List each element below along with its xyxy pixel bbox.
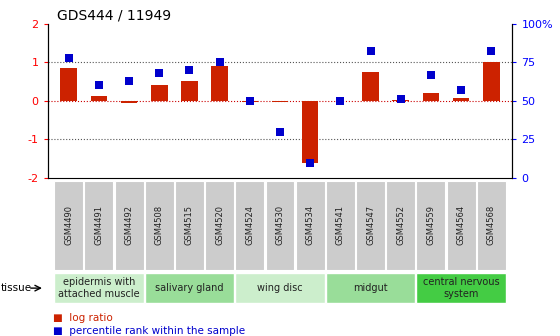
Bar	[91, 96, 107, 101]
Point	[336, 98, 345, 103]
Text: wing disc: wing disc	[257, 283, 303, 293]
Bar	[181, 82, 198, 101]
Bar	[54, 181, 83, 269]
Bar	[362, 72, 379, 101]
Bar	[85, 181, 113, 269]
Bar	[477, 181, 506, 269]
Point	[215, 59, 224, 65]
Point	[245, 98, 254, 103]
Text: GSM4530: GSM4530	[276, 205, 284, 245]
Bar	[447, 181, 475, 269]
Bar	[417, 273, 506, 303]
Bar	[235, 181, 264, 269]
Text: salivary gland: salivary gland	[155, 283, 223, 293]
Point	[155, 70, 164, 76]
Text: GSM4541: GSM4541	[336, 205, 345, 245]
Bar	[423, 93, 439, 101]
Bar	[145, 181, 174, 269]
Bar	[483, 62, 500, 101]
Bar	[326, 181, 355, 269]
Bar	[326, 273, 415, 303]
Text: GSM4534: GSM4534	[306, 205, 315, 245]
Point	[426, 72, 435, 77]
Point	[276, 129, 284, 134]
Text: GSM4568: GSM4568	[487, 205, 496, 245]
Text: GSM4524: GSM4524	[245, 205, 254, 245]
Text: GSM4552: GSM4552	[396, 205, 405, 245]
Point	[456, 87, 465, 93]
Text: GDS444 / 11949: GDS444 / 11949	[57, 8, 171, 23]
Text: GSM4490: GSM4490	[64, 205, 73, 245]
Bar	[121, 101, 137, 103]
Point	[95, 83, 104, 88]
Point	[306, 160, 315, 165]
Text: GSM4515: GSM4515	[185, 205, 194, 245]
Bar	[386, 181, 415, 269]
Bar	[205, 181, 234, 269]
Bar	[115, 181, 143, 269]
Text: GSM4547: GSM4547	[366, 205, 375, 245]
Bar	[54, 273, 143, 303]
Bar	[296, 181, 325, 269]
Point	[396, 96, 405, 102]
Bar	[235, 273, 325, 303]
Text: GSM4559: GSM4559	[426, 205, 436, 245]
Text: GSM4492: GSM4492	[124, 205, 134, 245]
Bar	[151, 85, 167, 101]
Text: GSM4564: GSM4564	[456, 205, 465, 245]
Text: GSM4520: GSM4520	[215, 205, 224, 245]
Text: central nervous
system: central nervous system	[423, 277, 500, 299]
Text: ■  percentile rank within the sample: ■ percentile rank within the sample	[53, 326, 245, 336]
Bar	[356, 181, 385, 269]
Bar	[265, 181, 295, 269]
Text: ■  log ratio: ■ log ratio	[53, 312, 113, 323]
Text: midgut: midgut	[353, 283, 388, 293]
Point	[125, 78, 134, 83]
Bar	[175, 181, 204, 269]
Point	[487, 49, 496, 54]
Bar	[60, 68, 77, 101]
Bar	[145, 273, 234, 303]
Bar	[417, 181, 445, 269]
Bar	[302, 101, 319, 163]
Bar	[453, 98, 469, 101]
Text: tissue: tissue	[1, 283, 32, 293]
Text: epidermis with
attached muscle: epidermis with attached muscle	[58, 277, 140, 299]
Bar	[393, 100, 409, 101]
Point	[64, 55, 73, 60]
Bar	[211, 66, 228, 101]
Text: GSM4508: GSM4508	[155, 205, 164, 245]
Point	[185, 67, 194, 73]
Point	[366, 49, 375, 54]
Text: GSM4491: GSM4491	[95, 205, 104, 245]
